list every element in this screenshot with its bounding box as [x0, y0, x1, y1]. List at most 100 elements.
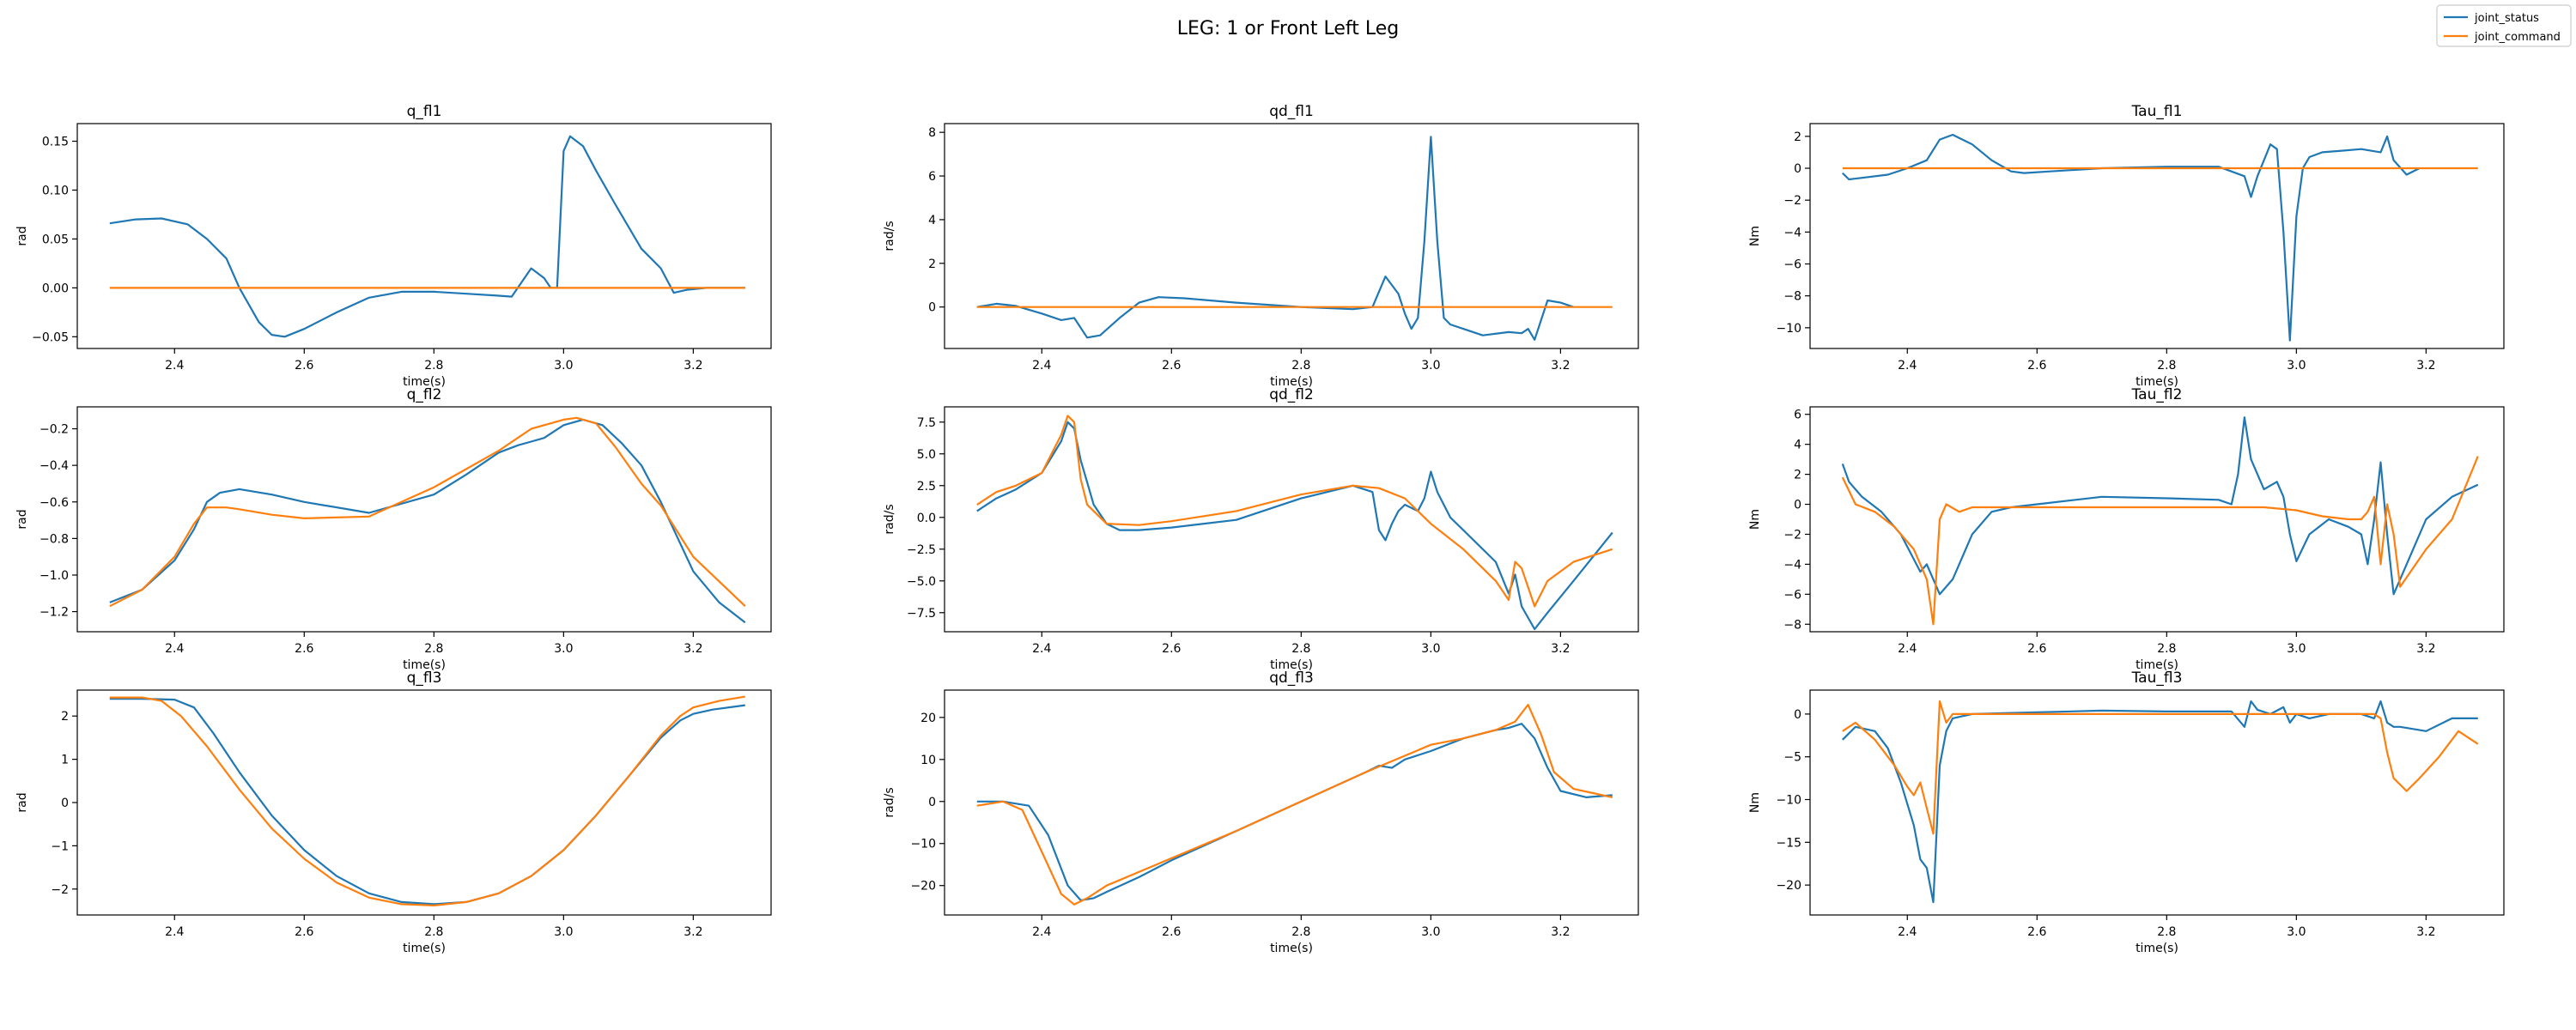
x-tick-label: 2.4 [1032, 359, 1051, 373]
x-tick-label: 2.4 [1898, 925, 1917, 939]
x-tick-label: 2.8 [424, 642, 443, 656]
y-tick-label: −1.2 [39, 606, 69, 620]
axes-frame [1809, 123, 2505, 349]
x-axis-label: time(s) [2136, 658, 2178, 672]
y-tick-label: −4 [1783, 558, 1801, 572]
subplot-Tau-fl2: 2.4 2.6 2.8 3.0 3.2 −8 −6 −4 −2 0 2 4 6 Tau_fl2 time(s… [1748, 386, 2505, 672]
series-line-joint-status [109, 135, 745, 338]
axes-frame [76, 123, 772, 349]
y-tick-label: −5.0 [907, 575, 936, 589]
series-line-joint-status [1841, 416, 2479, 596]
x-axis-label: time(s) [403, 942, 446, 955]
y-tick-label: 0.0 [917, 512, 936, 525]
y-axis-label: Nm [1748, 792, 1762, 813]
y-tick-label: −2 [51, 883, 69, 897]
series-line-joint-command [976, 704, 1613, 906]
y-tick-label: 2 [1794, 130, 1801, 144]
y-tick-label: 4 [1794, 439, 1801, 452]
x-tick-label: 2.8 [424, 925, 443, 939]
y-tick-label: −10 [1776, 794, 1801, 808]
x-tick-label: 2.8 [424, 359, 443, 373]
subplot-title: Tau_fl1 [2131, 103, 2183, 120]
x-tick-label: 3.0 [554, 642, 573, 656]
y-tick-label: −10 [1776, 322, 1801, 336]
series-line-joint-command [1842, 700, 2479, 835]
x-tick-label: 2.8 [1291, 642, 1310, 656]
x-tick-label: 2.4 [165, 925, 184, 939]
x-tick-label: 2.4 [1898, 642, 1917, 656]
y-tick-label: −8 [1783, 290, 1801, 304]
y-tick-label: 0 [61, 797, 69, 810]
x-axis-label: time(s) [2136, 375, 2178, 389]
y-tick-label: −0.2 [39, 423, 69, 437]
x-tick-label: 2.8 [2157, 925, 2176, 939]
series-line-joint-status [976, 136, 1574, 341]
figure-suptitle: LEG: 1 or Front Left Leg [1177, 18, 1400, 39]
y-tick-label: −6 [1783, 258, 1801, 272]
y-axis-label: rad [15, 792, 29, 812]
y-tick-label: 5.0 [917, 448, 936, 462]
y-tick-label: 0 [1794, 162, 1801, 176]
y-tick-label: 2 [61, 710, 69, 724]
x-tick-label: 3.2 [2416, 359, 2435, 373]
y-tick-label: −4 [1783, 226, 1801, 239]
x-axis-label: time(s) [2136, 942, 2178, 955]
subplot-title: qd_fl2 [1269, 386, 1314, 403]
axes-frame [1809, 406, 2505, 633]
y-tick-label: 0 [1794, 708, 1801, 722]
series-line-joint-status [1842, 700, 2478, 904]
x-tick-label: 2.8 [2157, 642, 2176, 656]
series-line-joint-status [976, 421, 1613, 631]
y-tick-label: −0.6 [39, 496, 69, 510]
y-tick-label: −10 [910, 838, 936, 851]
x-tick-label: 3.2 [1551, 359, 1570, 373]
x-tick-label: 2.6 [1162, 925, 1181, 939]
x-tick-label: 3.0 [554, 359, 573, 373]
series-line-joint-status [976, 723, 1613, 901]
y-tick-label: −0.4 [39, 459, 69, 473]
y-tick-label: −20 [910, 880, 936, 894]
x-tick-label: 2.4 [165, 642, 184, 656]
y-tick-label: −0.8 [39, 532, 69, 546]
axes-frame [76, 689, 772, 916]
y-tick-label: 0.10 [42, 184, 69, 197]
x-tick-label: 2.4 [1032, 925, 1051, 939]
subplot-Tau-fl1: 2.4 2.6 2.8 3.0 3.2 −10 −8 −6 −4 −2 0 2 Tau_fl1 time(… [1748, 103, 2505, 389]
x-axis-label: time(s) [1270, 942, 1313, 955]
legend: joint_status joint_command [2436, 4, 2572, 47]
x-tick-label: 3.2 [2416, 925, 2435, 939]
y-tick-label: 0.05 [42, 233, 69, 246]
axes-frame [1809, 689, 2505, 916]
subplot-title: Tau_fl3 [2131, 670, 2183, 687]
y-tick-label: −2.5 [907, 543, 936, 557]
subplot-grid: 2.4 2.6 2.8 3.0 3.2−0.050.000.050.100.15q_fl… [15, 103, 2505, 955]
x-tick-label: 2.6 [1162, 642, 1181, 656]
y-tick-label: −0.05 [32, 330, 69, 344]
x-tick-label: 2.6 [295, 642, 313, 656]
y-axis-label: rad/s [883, 221, 896, 251]
x-axis-label: time(s) [403, 375, 446, 389]
series-line-joint-status [109, 698, 745, 906]
subplot-qd-fl3: 2.4 2.6 2.8 3.0 3.2 −20 −10 0 10 20 qd_fl3 time(s) r… [883, 670, 1639, 955]
legend-label-joint-status: joint_status [2474, 12, 2539, 25]
x-tick-label: 3.0 [554, 925, 573, 939]
y-tick-label: −7.5 [907, 607, 936, 621]
x-axis-label: time(s) [1270, 375, 1313, 389]
y-tick-label: 4 [928, 214, 936, 227]
y-tick-label: −2 [1783, 194, 1801, 208]
series-line-joint-command [976, 415, 1613, 608]
x-tick-label: 3.2 [1551, 642, 1570, 656]
x-tick-label: 3.2 [683, 925, 702, 939]
subplot-title: Tau_fl2 [2131, 386, 2183, 403]
y-tick-label: −1 [51, 839, 69, 853]
y-tick-label: 7.5 [917, 416, 936, 430]
subplot-title: q_fl1 [407, 103, 442, 120]
axes-frame [944, 406, 1639, 633]
subplot-q-fl2: 2.4 2.6 2.8 3.0 3.2 −1.2 −1.0 −0.8 −0.6 −0.4 −0.2 q… [15, 386, 772, 672]
series-line-joint-command [1841, 456, 2479, 626]
y-axis-label: Nm [1748, 509, 1762, 530]
x-tick-label: 3.0 [1421, 925, 1440, 939]
y-tick-label: 6 [928, 170, 936, 184]
series-line-joint-status [109, 418, 746, 624]
